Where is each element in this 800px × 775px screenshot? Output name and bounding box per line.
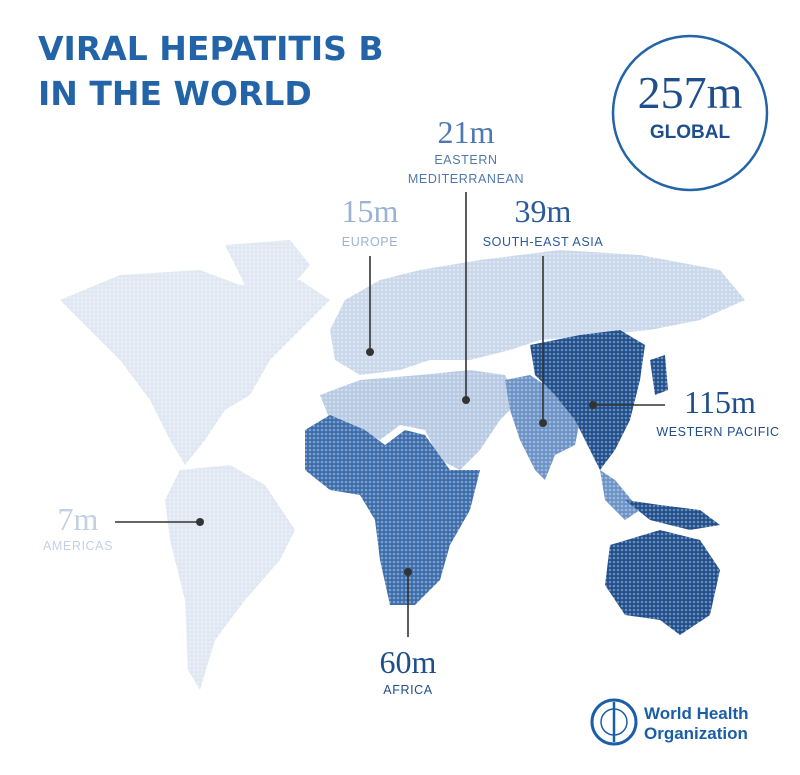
region-value: 60m [380,644,437,680]
leader-dot [539,419,547,427]
region-value: 115m [684,384,756,420]
global-value: 257m [638,67,743,118]
title-line: VIRAL HEPATITIS B [38,29,384,68]
leaders [115,192,665,637]
leader-dot [366,348,374,356]
region-value: 39m [515,193,572,229]
region-value: 21m [438,114,495,150]
logo-text: World Health [644,704,749,723]
global-circle [611,34,769,192]
global-label: GLOBAL [650,122,731,143]
region-name: EASTERN [434,153,497,167]
region-name: SOUTH-EAST ASIA [483,235,604,249]
title-line: IN THE WORLD [38,74,312,113]
logo-emblem [590,698,638,746]
logo-text: Organization [644,724,748,743]
region-value: 7m [58,501,99,537]
world-map [0,230,800,710]
leader-dot [404,568,412,576]
region-name: EUROPE [342,235,398,249]
leader-dot [462,396,470,404]
region-name: WESTERN PACIFIC [656,425,779,439]
who-logo: World Health Organization [590,698,749,746]
leader-dot [196,518,204,526]
region-name: AFRICA [383,683,432,697]
region-name: MEDITERRANEAN [408,172,524,186]
leader-dot [589,401,597,409]
dot-texture [0,230,800,710]
region-value: 15m [342,193,399,229]
region-name: AMERICAS [43,539,113,553]
